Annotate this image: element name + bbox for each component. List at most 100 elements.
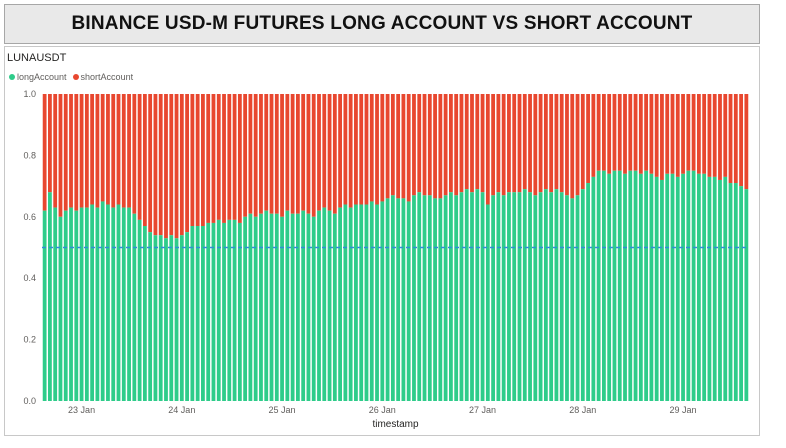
- bar-long-account[interactable]: [485, 204, 490, 401]
- bar-short-account[interactable]: [549, 94, 554, 193]
- bar-long-account[interactable]: [480, 192, 485, 401]
- bar-long-account[interactable]: [216, 219, 221, 401]
- bar-long-account[interactable]: [100, 201, 105, 401]
- bar-short-account[interactable]: [290, 94, 295, 214]
- bar-long-account[interactable]: [570, 198, 575, 401]
- bar-short-account[interactable]: [375, 94, 379, 205]
- bar-long-account[interactable]: [317, 210, 321, 401]
- bar-long-account[interactable]: [712, 176, 717, 401]
- bar-short-account[interactable]: [412, 94, 416, 196]
- bar-short-account[interactable]: [364, 94, 369, 205]
- bar-short-account[interactable]: [675, 94, 680, 177]
- bar-long-account[interactable]: [459, 192, 464, 401]
- bar-short-account[interactable]: [427, 94, 432, 196]
- bar-long-account[interactable]: [48, 192, 52, 401]
- bar-short-account[interactable]: [285, 94, 290, 211]
- bar-long-account[interactable]: [681, 173, 685, 401]
- bar-short-account[interactable]: [533, 94, 538, 196]
- bar-short-account[interactable]: [470, 94, 474, 193]
- bar-long-account[interactable]: [454, 195, 459, 401]
- bar-long-account[interactable]: [227, 219, 232, 401]
- bar-long-account[interactable]: [132, 213, 137, 401]
- bar-short-account[interactable]: [438, 94, 443, 199]
- bar-short-account[interactable]: [459, 94, 464, 193]
- bar-short-account[interactable]: [216, 94, 221, 220]
- bar-short-account[interactable]: [222, 94, 226, 223]
- bar-short-account[interactable]: [253, 94, 258, 217]
- bar-long-account[interactable]: [522, 189, 527, 401]
- bar-short-account[interactable]: [280, 94, 284, 217]
- bar-long-account[interactable]: [164, 238, 168, 401]
- bar-short-account[interactable]: [259, 94, 263, 214]
- bar-long-account[interactable]: [728, 183, 733, 401]
- bar-long-account[interactable]: [354, 204, 358, 401]
- bar-short-account[interactable]: [644, 94, 649, 171]
- bar-short-account[interactable]: [380, 94, 385, 202]
- bar-long-account[interactable]: [449, 192, 453, 401]
- bar-short-account[interactable]: [74, 94, 79, 211]
- bar-long-account[interactable]: [63, 210, 68, 401]
- bar-short-account[interactable]: [100, 94, 105, 202]
- bar-long-account[interactable]: [670, 173, 675, 401]
- bar-long-account[interactable]: [723, 176, 728, 401]
- bar-short-account[interactable]: [243, 94, 248, 217]
- bar-short-account[interactable]: [106, 94, 110, 205]
- bar-long-account[interactable]: [79, 207, 84, 401]
- bar-long-account[interactable]: [174, 238, 179, 401]
- bar-long-account[interactable]: [380, 201, 385, 401]
- bar-long-account[interactable]: [153, 235, 158, 401]
- bar-short-account[interactable]: [739, 94, 743, 187]
- bar-short-account[interactable]: [137, 94, 142, 220]
- bar-short-account[interactable]: [185, 94, 189, 233]
- bar-long-account[interactable]: [496, 192, 501, 401]
- bar-short-account[interactable]: [343, 94, 348, 205]
- bar-short-account[interactable]: [665, 94, 670, 174]
- bar-long-account[interactable]: [111, 207, 116, 401]
- bar-short-account[interactable]: [660, 94, 664, 180]
- bar-long-account[interactable]: [591, 176, 596, 401]
- bar-short-account[interactable]: [464, 94, 469, 190]
- bar-short-account[interactable]: [501, 94, 506, 196]
- bar-long-account[interactable]: [696, 173, 701, 401]
- bar-long-account[interactable]: [617, 170, 622, 401]
- bar-short-account[interactable]: [232, 94, 237, 220]
- bar-short-account[interactable]: [174, 94, 179, 239]
- bar-short-account[interactable]: [195, 94, 200, 227]
- bar-long-account[interactable]: [206, 222, 211, 401]
- bar-long-account[interactable]: [638, 173, 643, 401]
- bar-long-account[interactable]: [707, 176, 712, 401]
- bar-short-account[interactable]: [443, 94, 448, 196]
- bar-short-account[interactable]: [512, 94, 517, 193]
- bar-long-account[interactable]: [665, 173, 670, 401]
- bar-long-account[interactable]: [106, 204, 110, 401]
- bar-long-account[interactable]: [311, 216, 316, 401]
- bar-long-account[interactable]: [438, 198, 443, 401]
- bar-short-account[interactable]: [491, 94, 496, 196]
- bar-long-account[interactable]: [612, 170, 617, 401]
- bar-short-account[interactable]: [116, 94, 121, 205]
- bar-long-account[interactable]: [201, 226, 205, 401]
- bar-short-account[interactable]: [454, 94, 459, 196]
- bar-short-account[interactable]: [485, 94, 490, 205]
- bar-short-account[interactable]: [48, 94, 52, 193]
- bar-short-account[interactable]: [538, 94, 543, 193]
- bar-long-account[interactable]: [359, 204, 364, 401]
- bar-long-account[interactable]: [42, 210, 47, 401]
- bar-long-account[interactable]: [512, 192, 517, 401]
- bar-long-account[interactable]: [232, 219, 237, 401]
- bar-long-account[interactable]: [443, 195, 448, 401]
- bar-long-account[interactable]: [649, 173, 654, 401]
- bar-long-account[interactable]: [586, 183, 590, 401]
- bar-long-account[interactable]: [517, 192, 522, 401]
- bar-long-account[interactable]: [596, 170, 601, 401]
- bar-short-account[interactable]: [744, 94, 749, 190]
- bar-short-account[interactable]: [274, 94, 279, 214]
- bar-long-account[interactable]: [264, 210, 269, 401]
- bar-short-account[interactable]: [396, 94, 401, 199]
- bar-short-account[interactable]: [422, 94, 427, 196]
- bar-short-account[interactable]: [111, 94, 116, 208]
- bar-short-account[interactable]: [42, 94, 47, 211]
- bar-long-account[interactable]: [95, 207, 100, 401]
- bar-short-account[interactable]: [148, 94, 153, 233]
- bar-short-account[interactable]: [580, 94, 585, 190]
